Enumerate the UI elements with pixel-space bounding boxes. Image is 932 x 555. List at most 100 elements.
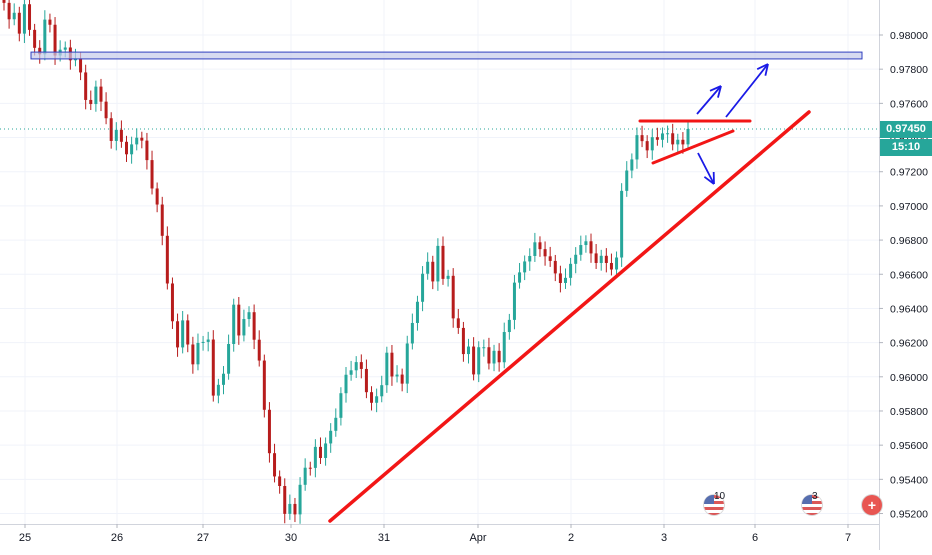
candle-body: [421, 274, 424, 302]
candle-body: [380, 385, 383, 396]
candle-body: [569, 264, 572, 278]
y-tick-label: 0.95800: [890, 406, 928, 418]
candle-body: [360, 362, 363, 369]
candle-body: [477, 347, 480, 374]
y-tick-label: 0.97600: [890, 98, 928, 110]
candle-body: [110, 118, 113, 141]
breakout-arrow-small: [697, 86, 721, 114]
y-tick-label: 0.95400: [890, 474, 928, 486]
candle-body: [324, 443, 327, 458]
candle-body: [288, 504, 291, 514]
candle-body: [452, 276, 455, 319]
candle-body: [641, 135, 644, 141]
candle-body: [590, 241, 593, 253]
candle-body: [171, 283, 174, 321]
candle-body: [462, 328, 465, 354]
resistance-zone: [31, 52, 862, 59]
candle-body: [309, 468, 312, 469]
candle-body: [646, 141, 649, 150]
candle-body: [671, 133, 674, 144]
candle-body: [350, 370, 353, 374]
candle-body: [186, 320, 189, 344]
candle-body: [176, 321, 179, 347]
x-tick-label: 26: [111, 532, 123, 544]
candle-body: [625, 171, 628, 191]
candle-body: [426, 262, 429, 274]
breakdown-arrow: [698, 153, 714, 184]
candle-body: [431, 262, 434, 282]
candle-body: [651, 137, 654, 150]
candle-body: [278, 476, 281, 486]
candle-body: [64, 47, 67, 49]
x-tick-label: Apr: [469, 532, 486, 544]
candle-body: [227, 344, 230, 374]
candle-body: [299, 485, 302, 515]
candle-body: [406, 343, 409, 383]
candle-body: [130, 144, 133, 154]
candle-body: [84, 72, 87, 100]
candle-body: [273, 453, 276, 476]
candle-body: [620, 191, 623, 258]
y-tick-label: 0.96200: [890, 338, 928, 350]
candle-body: [105, 102, 108, 119]
candle-body: [339, 393, 342, 418]
candle-body: [283, 486, 286, 514]
candle-body: [99, 87, 102, 102]
candle-body: [436, 246, 439, 282]
y-tick-label: 0.96000: [890, 372, 928, 384]
candle-body: [676, 140, 679, 145]
candle-body: [94, 87, 97, 104]
candle-body: [365, 369, 368, 392]
candle-body: [554, 261, 557, 273]
candle-body: [115, 130, 118, 141]
candle-body: [191, 344, 194, 364]
candle-body: [518, 272, 521, 282]
y-tick-label: 0.96400: [890, 303, 928, 315]
candle-body: [687, 129, 690, 144]
candle-body: [666, 133, 669, 134]
candle-body: [656, 137, 659, 140]
candle-body: [493, 351, 496, 364]
candle-body: [181, 320, 184, 347]
y-tick-label: 0.97800: [890, 64, 928, 76]
candle-body: [3, 0, 6, 3]
candle-body: [467, 347, 470, 355]
us-event-badge-2[interactable]: 3: [800, 491, 826, 517]
candle-body: [268, 410, 271, 453]
candle-body: [212, 340, 215, 396]
candle-body: [595, 253, 598, 263]
candle-body: [28, 4, 31, 30]
candle-body: [385, 353, 388, 385]
candle-body: [140, 138, 143, 141]
candle-body: [523, 261, 526, 272]
y-tick-label: 0.95600: [890, 440, 928, 452]
candle-body: [610, 263, 613, 269]
candle-body: [681, 140, 684, 145]
candle-body: [472, 347, 475, 375]
candle-body: [232, 305, 235, 344]
candle-body: [217, 385, 220, 396]
candle-body: [498, 351, 501, 362]
x-tick-label: 27: [197, 532, 209, 544]
candle-body: [23, 4, 26, 33]
candle-body: [258, 340, 261, 361]
x-tick-label: 7: [845, 532, 851, 544]
candle-body: [319, 447, 322, 458]
candle-body: [237, 305, 240, 336]
candle-body: [18, 13, 21, 34]
candle-body: [145, 141, 148, 160]
last-price-label: 0.97450: [880, 121, 932, 138]
candle-body: [600, 256, 603, 263]
candle-body: [196, 343, 199, 364]
candle-body: [574, 255, 577, 264]
us-event-badge-1[interactable]: 10: [702, 491, 728, 517]
candle-body: [533, 242, 536, 256]
y-tick-label: 0.97200: [890, 167, 928, 179]
ch-event-icon[interactable]: [862, 495, 882, 515]
candle-body: [605, 256, 608, 263]
x-tick-label: 25: [19, 532, 31, 544]
y-tick-label: 0.98000: [890, 30, 928, 42]
candle-body: [345, 375, 348, 393]
